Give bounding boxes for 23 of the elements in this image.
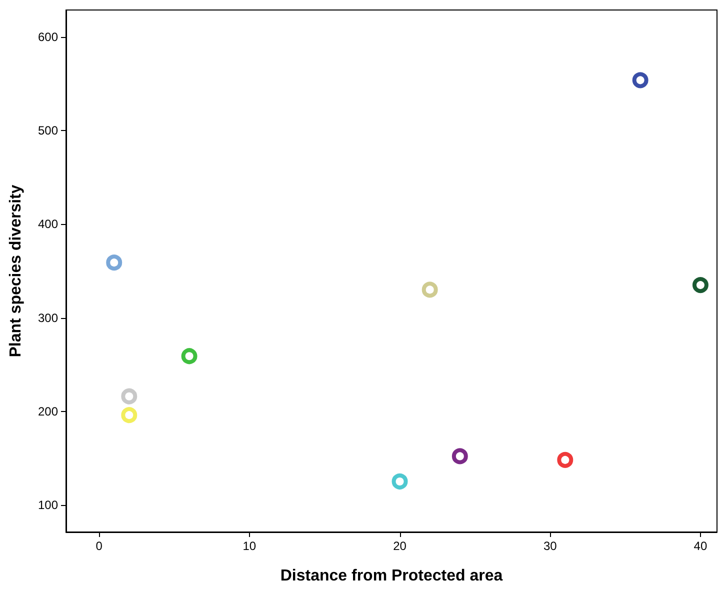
y-axis-title: Plant species diversity (8, 184, 24, 358)
y-tick-label: 300 (38, 310, 58, 325)
x-tick-label: 0 (96, 539, 103, 553)
point (422, 282, 438, 298)
x-tick-label: 30 (543, 539, 558, 553)
x-tick-label: 10 (242, 539, 256, 553)
y-tick-label: 600 (38, 30, 58, 44)
point (692, 277, 708, 294)
point (121, 388, 138, 404)
point (557, 452, 574, 468)
y-tick-label: 200 (38, 404, 58, 418)
x-tick-label: 20 (393, 539, 407, 553)
point (392, 473, 408, 490)
y-tick-label: 500 (38, 124, 58, 138)
y-tick-label: 400 (38, 217, 58, 232)
x-axis-title: Distance from Protected area (280, 568, 503, 584)
point (121, 407, 138, 424)
point (181, 348, 198, 364)
x-tick-label: 40 (694, 539, 708, 553)
point (632, 72, 648, 88)
point (452, 448, 468, 464)
point (106, 254, 122, 271)
y-tick-label: 100 (38, 498, 58, 512)
